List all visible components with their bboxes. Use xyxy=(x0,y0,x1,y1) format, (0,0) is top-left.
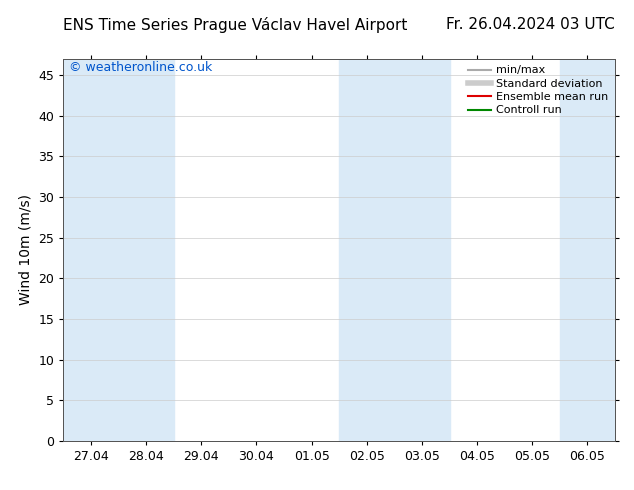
Bar xyxy=(339,59,394,441)
Y-axis label: Wind 10m (m/s): Wind 10m (m/s) xyxy=(19,195,33,305)
Bar xyxy=(63,59,119,441)
Text: © weatheronline.co.uk: © weatheronline.co.uk xyxy=(69,61,212,74)
Legend: min/max, Standard deviation, Ensemble mean run, Controll run: min/max, Standard deviation, Ensemble me… xyxy=(464,61,612,120)
Bar xyxy=(394,59,450,441)
Bar xyxy=(119,59,174,441)
Text: Fr. 26.04.2024 03 UTC: Fr. 26.04.2024 03 UTC xyxy=(446,17,615,32)
Bar xyxy=(560,59,615,441)
Text: ENS Time Series Prague Václav Havel Airport: ENS Time Series Prague Václav Havel Airp… xyxy=(63,17,408,33)
